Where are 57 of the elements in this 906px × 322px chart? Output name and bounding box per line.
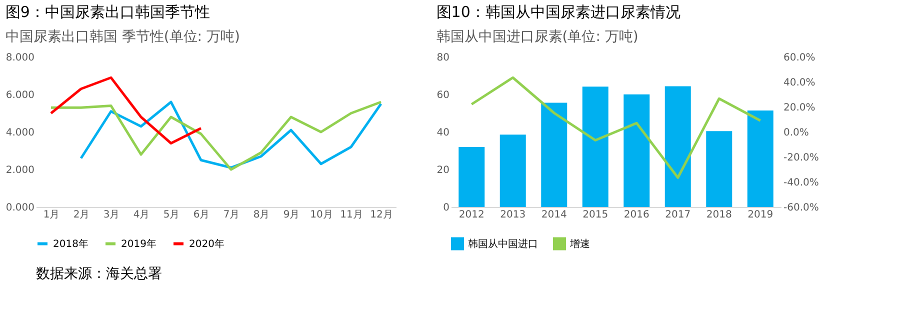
x-tick-label: 2019 [748,210,774,220]
x-tick-label: 5月 [163,210,180,220]
x-tick-label: 2017 [665,210,691,220]
bar [458,147,485,207]
legend-label: 2018年 [53,238,88,250]
y2-tick-label: 20.0% [784,102,816,114]
x-tick-label: 8月 [253,210,270,220]
bar [664,86,691,207]
line-series [470,76,762,179]
chart-subtitle: 韩国从中国进口尿素(单位: 万吨) [436,29,638,45]
bar [582,86,608,207]
x-tick-label: 2018 [706,210,732,220]
x-tick-label: 4月 [133,210,150,220]
x-tick-label: 1月 [43,210,60,220]
legend-label: 2020年 [189,238,224,250]
y2-tick-label: -40.0% [784,178,819,188]
x-tick-label: 11月 [340,210,363,220]
y-tick-label: 6.000 [6,90,34,101]
legend-label: 2019年 [121,238,156,250]
line-series [50,76,202,144]
y-tick-label: 0 [443,202,450,214]
y-tick-label: 40 [436,128,450,138]
legend-label: 韩国从中国进口 [468,238,538,250]
bar [747,110,774,207]
y-tick-label: 0.000 [6,202,34,214]
x-tick-label: 6月 [193,210,210,220]
y-tick-label: 4.000 [6,128,34,138]
chart-title: 图10：韩国从中国尿素进口尿素情况 [436,3,680,21]
y-tick-label: 8.000 [6,52,34,64]
y-tick-label: 20 [436,165,450,176]
y2-tick-label: -20.0% [784,152,819,164]
y2-tick-label: 0.0% [784,128,809,138]
bar [706,131,732,207]
y2-tick-label: -60.0% [784,202,819,214]
x-tick-label: 2016 [624,210,650,220]
bar [541,102,568,207]
legend-label: 增速 [569,238,590,250]
x-tick-label: 2012 [458,210,484,220]
x-tick-label: 3月 [103,210,120,220]
x-tick-label: 2015 [582,210,608,220]
x-tick-label: 7月 [223,210,240,220]
x-tick-label: 9月 [283,210,300,220]
x-tick-label: 12月 [370,210,393,220]
x-tick-label: 10月 [310,210,333,220]
bar [624,94,650,207]
x-tick-label: 2月 [73,210,90,220]
source-note: 数据来源：海关总署 [36,266,162,282]
y-tick-label: 80 [436,52,450,64]
y2-tick-label: 60.0% [784,52,816,64]
y-tick-label: 60 [436,90,450,101]
chart-subtitle: 中国尿素出口韩国 季节性(单位: 万吨) [5,29,240,45]
y2-tick-label: 40.0% [784,78,816,88]
x-tick-label: 2014 [541,210,567,220]
bar [500,134,526,207]
y-tick-label: 2.000 [6,165,34,176]
x-tick-label: 2013 [500,210,526,220]
chart-title: 图9：中国尿素出口韩国季节性 [5,3,210,21]
